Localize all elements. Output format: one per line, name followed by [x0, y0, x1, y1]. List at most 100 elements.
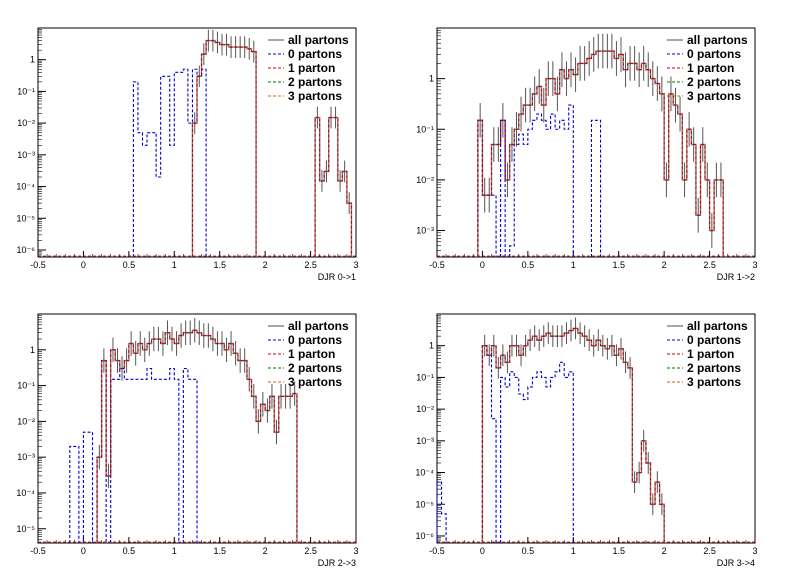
x-tick-label: 0.5 [522, 546, 535, 556]
data-point [538, 339, 541, 342]
y-tick-label: 10⁻⁶ [416, 531, 435, 541]
legend-label: all partons [687, 319, 748, 333]
x-tick-label: 2.5 [703, 260, 716, 270]
series-1 [132, 68, 207, 257]
data-point [606, 50, 609, 53]
y-tick-label: 1 [429, 74, 434, 84]
series-1 [69, 360, 198, 543]
data-point [189, 331, 192, 334]
data-point [325, 170, 328, 173]
data-point [343, 170, 346, 173]
x-tick-label: 2.5 [304, 260, 317, 270]
x-axis-label: DJR 1->2 [717, 272, 755, 282]
x-tick-label: 2 [263, 546, 268, 556]
y-tick-label: 10⁻¹ [17, 86, 35, 96]
legend-label: 2 partons [288, 361, 342, 375]
x-tick-label: 1 [571, 546, 576, 556]
x-tick-label: 2.5 [304, 546, 317, 556]
y-tick-label: 10⁻² [17, 416, 35, 426]
data-point [479, 119, 482, 122]
data-point [592, 344, 595, 347]
x-axis-label: DJR 0->1 [318, 272, 356, 282]
legend-label: 0 partons [687, 47, 741, 61]
data-point [551, 77, 554, 80]
panel-4: -0.5 0 0.5 1 1.5 2 2.5 3 10⁻⁶ 10⁻⁵ 10⁻⁴ 10⁻³ 10⁻² 10⁻… [415, 313, 758, 568]
x-tick-label: 3 [353, 260, 358, 270]
y-tick-label: 10⁻⁶ [17, 245, 36, 255]
x-tick-label: 1 [172, 260, 177, 270]
legend-label: 0 partons [288, 47, 342, 61]
y-tick-label: 10⁻³ [416, 226, 434, 236]
data-point [651, 503, 654, 506]
y-tick-label: 10⁻² [416, 175, 434, 185]
legend-label: 1 parton [288, 347, 335, 361]
series-line [191, 40, 353, 257]
data-point [601, 344, 604, 347]
plot-frame [436, 313, 756, 544]
data-point [583, 62, 586, 65]
x-tick-label: -0.5 [30, 546, 46, 556]
series-2 [191, 40, 353, 257]
legend-label: all partons [288, 33, 349, 47]
data-point [252, 50, 255, 53]
panel-2: -0.5 0 0.5 1 1.5 2 2.5 3 10⁻³ 10⁻² 10⁻¹ 1 DJR 1->2 al… [416, 27, 758, 282]
legend-label: 3 partons [687, 89, 741, 103]
x-tick-label: 0 [81, 260, 86, 270]
y-tick-label: 1 [30, 345, 35, 355]
data-point [624, 68, 627, 71]
data-point [542, 104, 545, 107]
x-tick-label: 0 [81, 546, 86, 556]
x-tick-label: 3 [353, 546, 358, 556]
plot-frame [37, 27, 357, 258]
legend-label: 0 partons [687, 333, 741, 347]
legend-label: all partons [288, 319, 349, 333]
y-tick-label: 10⁻⁵ [416, 499, 435, 509]
data-point [252, 395, 255, 398]
x-tick-label: 2 [662, 260, 667, 270]
series-1 [477, 104, 602, 257]
x-tick-label: 0.5 [123, 546, 136, 556]
series-line [436, 345, 574, 543]
plot-frame [436, 27, 756, 258]
data-point [610, 50, 613, 53]
panel-1: -0.5 0 0.5 1 1.5 2 2.5 3 10⁻⁶ 10⁻⁵ 10⁻⁴ 10⁻³ 10⁻² 10⁻… [16, 27, 359, 282]
data-point [510, 344, 513, 347]
y-tick-label: 10⁻³ [17, 452, 35, 462]
data-point [588, 57, 591, 60]
legend-label: 2 partons [687, 75, 741, 89]
y-tick-label: 10⁻² [416, 404, 434, 414]
series-2 [477, 50, 724, 257]
legend-label: 0 partons [288, 333, 342, 347]
y-tick-label: 1 [30, 55, 35, 65]
x-tick-label: 3 [752, 260, 757, 270]
data-point [533, 92, 536, 95]
y-tick-label: 10⁻⁴ [16, 182, 35, 192]
x-axis-label: DJR 3->4 [717, 558, 755, 568]
y-tick-label: 10⁻⁵ [17, 213, 36, 223]
data-point [619, 53, 622, 56]
x-tick-label: -0.5 [429, 260, 445, 270]
panel-3: -0.5 0 0.5 1 1.5 2 2.5 3 10⁻⁵ 10⁻⁴ 10⁻³ 10⁻² 10⁻¹ 1 DJ… [16, 313, 359, 568]
data-point [515, 344, 518, 347]
x-tick-label: 0.5 [123, 260, 136, 270]
series-line [481, 327, 665, 543]
data-point [102, 359, 105, 362]
x-tick-label: -0.5 [30, 260, 46, 270]
series-line [96, 329, 298, 543]
legend-label: 2 partons [687, 361, 741, 375]
data-point [202, 53, 205, 56]
y-tick-label: 10⁻⁴ [415, 468, 434, 478]
x-tick-label: 2 [662, 546, 667, 556]
x-tick-label: 1.5 [213, 546, 226, 556]
legend-label: 1 parton [687, 347, 734, 361]
legend-label: 2 partons [288, 75, 342, 89]
legend-label: 3 partons [687, 375, 741, 389]
data-point [225, 43, 228, 46]
y-tick-label: 10⁻³ [416, 436, 434, 446]
data-point [610, 344, 613, 347]
y-tick-label: 10⁻¹ [416, 124, 434, 134]
